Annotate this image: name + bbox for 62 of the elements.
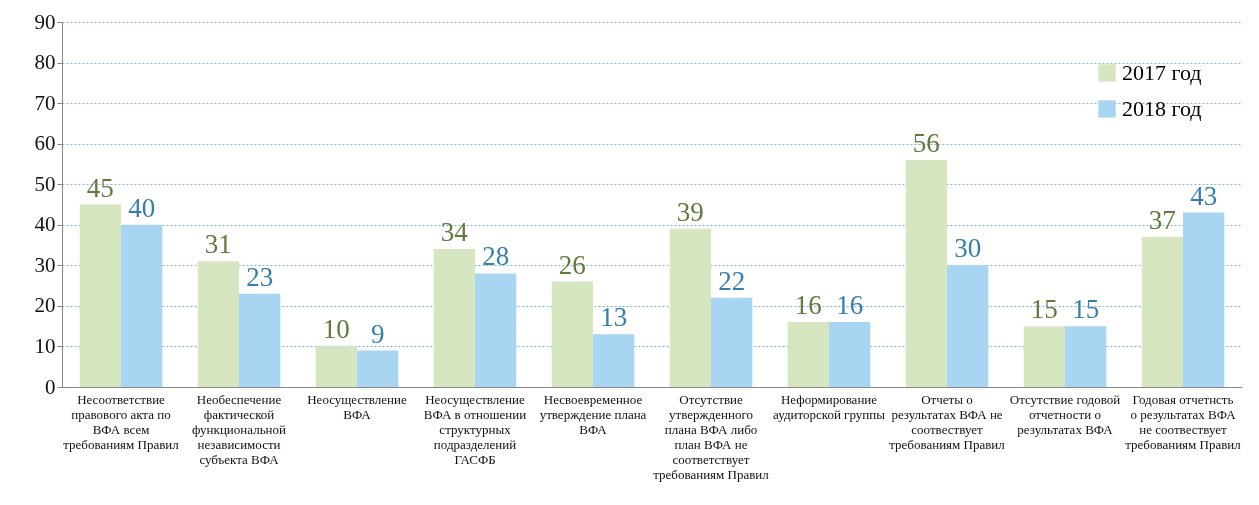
y-tick-label: 20 [34, 293, 56, 318]
y-tick-label: 90 [34, 9, 56, 34]
bar [947, 265, 989, 387]
bar [315, 346, 357, 387]
x-tick-label: Годовая отчетнсть о результатах ВФА не соотвествует требованиям Правил [1125, 391, 1242, 452]
bar [787, 322, 829, 387]
legend-label: 2018 год [1122, 96, 1202, 121]
y-tick-label: 50 [34, 171, 56, 196]
bar [1023, 326, 1065, 387]
data-label: 34 [440, 217, 469, 248]
x-tick-label: Отсутствие утвержденного плана ВФА либо план ВФА не соответствует требованиям Правил [653, 391, 770, 482]
bar [433, 249, 475, 387]
data-label: 39 [676, 196, 704, 227]
bar [121, 224, 163, 387]
y-tick-label: 60 [34, 131, 56, 156]
bar [829, 322, 871, 387]
data-label: 56 [912, 127, 940, 158]
bar [711, 297, 753, 387]
x-tick-label: Отчеты о результатах ВФА не соотвествует требованиям Правил [889, 391, 1006, 452]
x-tick-label: Неформирование аудиторской группы [773, 391, 886, 422]
data-label: 23 [246, 261, 274, 292]
x-tick-label: Неосуществление ВФА в отношении структурных подразделений ГАСФБ [423, 391, 527, 467]
y-tick-label: 80 [34, 50, 56, 75]
y-tick-label: 10 [34, 333, 56, 358]
data-label: 45 [86, 172, 114, 203]
bar [357, 350, 399, 387]
data-label: 31 [204, 229, 232, 260]
data-label: 15 [1030, 294, 1058, 325]
x-tick-label: Несвоевременное утверждение плана ВФА [539, 391, 647, 437]
bar [1141, 236, 1183, 387]
y-tick-label: 70 [34, 90, 56, 115]
bar [551, 281, 593, 387]
y-tick-label: 0 [45, 374, 56, 399]
bar [79, 204, 121, 387]
data-label: 37 [1148, 204, 1176, 235]
legend-label: 2017 год [1122, 60, 1202, 85]
bar [475, 273, 517, 387]
bar [905, 159, 947, 387]
y-tick-label: 30 [34, 252, 56, 277]
data-label: 43 [1190, 180, 1218, 211]
y-tick-label: 40 [34, 212, 56, 237]
data-label: 15 [1072, 294, 1100, 325]
data-label: 30 [954, 233, 982, 264]
data-label: 40 [128, 192, 156, 223]
bar [1065, 326, 1107, 387]
data-label: 10 [322, 314, 350, 345]
x-tick-label: Неосуществление ВФА [307, 391, 407, 422]
bar [669, 228, 711, 387]
data-label: 28 [482, 241, 510, 272]
bar [593, 334, 635, 387]
x-tick-label: Отсутствие годовой отчетности о результатах ВФА [1009, 391, 1121, 437]
data-label: 16 [836, 290, 864, 321]
data-label: 26 [558, 249, 586, 280]
bar [197, 261, 239, 387]
x-tick-label: Несоответствие правового акта по ВФА всем требованиям Правил [63, 391, 180, 452]
data-label: 9 [370, 318, 385, 349]
data-label: 22 [718, 265, 746, 296]
bar [239, 293, 281, 387]
data-label: 16 [794, 290, 822, 321]
bar [1183, 212, 1225, 387]
x-tick-label: Необеспечение фактической функциональной независимости субъекта ВФА [192, 391, 287, 467]
data-label: 13 [600, 302, 628, 333]
